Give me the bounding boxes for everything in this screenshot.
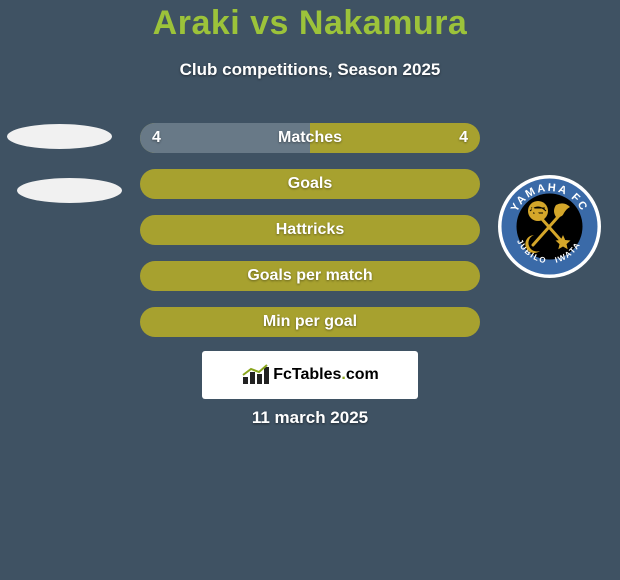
player-placeholder-oval <box>7 124 112 149</box>
page-title: Araki vs Nakamura <box>0 4 620 43</box>
branding-box: FcTables.com <box>202 351 418 399</box>
fctables-chart-icon <box>241 364 269 386</box>
subtitle-text: Club competitions, Season 2025 <box>180 60 441 79</box>
stat-value-right: 4 <box>459 123 468 153</box>
stat-value-left: 4 <box>152 123 161 153</box>
stat-bar-label: Hattricks <box>140 215 480 245</box>
stat-bar: Hattricks <box>140 215 480 245</box>
stat-bar: Goals per match <box>140 261 480 291</box>
stat-bar-label: Goals <box>140 169 480 199</box>
subtitle: Club competitions, Season 2025 <box>0 60 620 80</box>
stat-bar: Min per goal <box>140 307 480 337</box>
stat-bar-label: Matches <box>140 123 480 153</box>
date-text: 11 march 2025 <box>252 408 368 427</box>
branding-name: FcTables <box>273 366 341 383</box>
player-placeholder-oval <box>17 178 122 203</box>
stat-bar: Goals <box>140 169 480 199</box>
stat-bar: Matches4 4 <box>140 123 480 153</box>
away-club-badge: YAMAHA FC JUBILO IWATA <box>498 175 601 278</box>
date-label: 11 march 2025 <box>0 408 620 428</box>
stat-bar-label: Goals per match <box>140 261 480 291</box>
title-text: Araki vs Nakamura <box>153 4 468 42</box>
branding-text: FcTables.com <box>273 366 379 384</box>
stat-bar-label: Min per goal <box>140 307 480 337</box>
branding-tld: com <box>346 366 379 383</box>
